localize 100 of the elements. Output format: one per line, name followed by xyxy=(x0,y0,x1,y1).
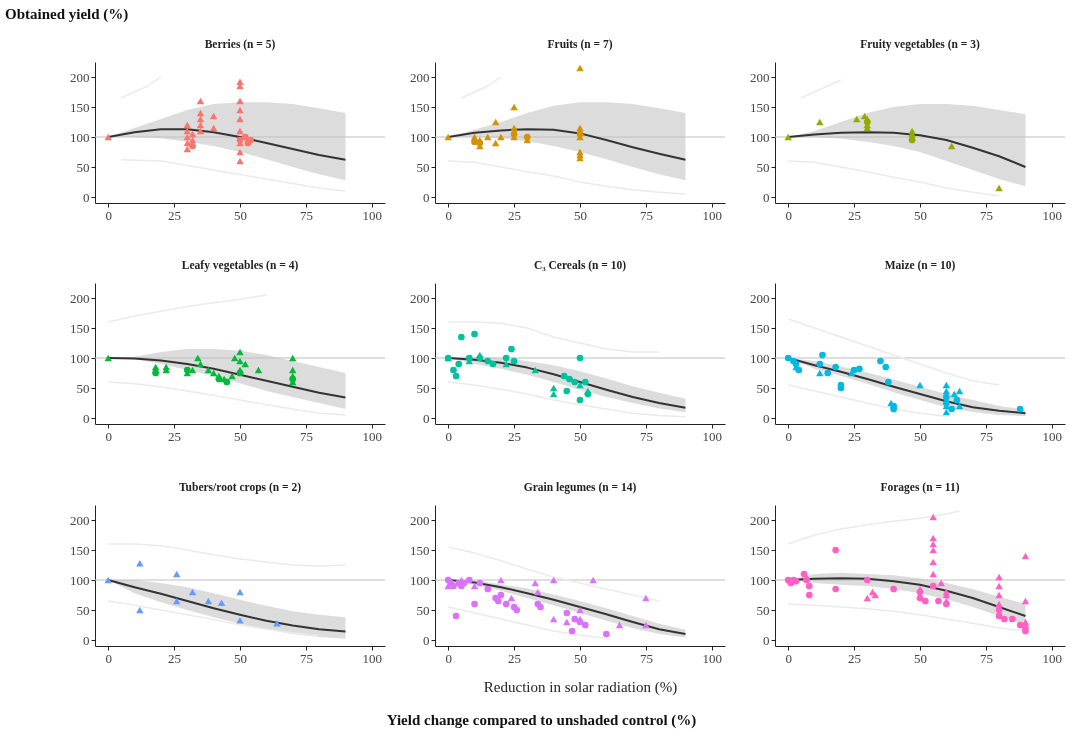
chart-title: Maize (n = 10) xyxy=(884,258,956,272)
y-tick-label: 50 xyxy=(756,602,770,618)
x-axis-title: Reduction in solar radiation (%) xyxy=(483,678,678,696)
y-tick-label: 100 xyxy=(410,129,430,145)
chart-title: Berries (n = 5) xyxy=(204,37,276,51)
y-tick-label: 200 xyxy=(410,69,430,85)
y-tick-label: 150 xyxy=(750,542,770,558)
x-tick-label: 25 xyxy=(508,650,522,666)
y-tick-label: 50 xyxy=(76,159,90,175)
chart-title: Fruits (n = 7) xyxy=(547,37,613,51)
x-tick-label: 75 xyxy=(299,428,313,444)
y-tick-label: 50 xyxy=(76,602,90,618)
y-tick-label: 150 xyxy=(410,542,430,558)
y-tick-label: 200 xyxy=(70,290,90,306)
x-tick-label: 0 xyxy=(105,428,112,444)
y-tick-label: 0 xyxy=(423,632,430,648)
x-tick-label: 25 xyxy=(168,650,182,666)
y-tick-label: 150 xyxy=(750,320,770,336)
y-tick-label: 50 xyxy=(416,159,430,175)
y-tick-label: 100 xyxy=(70,572,90,588)
y-tick-label: 0 xyxy=(763,410,770,426)
x-tick-label: 50 xyxy=(574,650,587,666)
x-tick-label: 100 xyxy=(702,428,723,444)
x-tick-label: 50 xyxy=(234,207,247,223)
y-tick-label: 100 xyxy=(410,350,430,366)
y-tick-label: 150 xyxy=(70,99,90,115)
y-tick-label: 200 xyxy=(410,290,430,306)
x-tick-label: 25 xyxy=(508,207,522,223)
y-tick-label: 200 xyxy=(750,69,770,85)
y-tick-label: 50 xyxy=(756,380,770,396)
y-tick-label: 50 xyxy=(416,602,430,618)
x-tick-label: 25 xyxy=(508,428,522,444)
x-tick-label: 50 xyxy=(234,650,247,666)
x-tick-label: 75 xyxy=(299,207,313,223)
chart-title: Grain legumes (n = 14) xyxy=(523,480,637,494)
x-tick-label: 100 xyxy=(362,207,383,223)
chart-title: C₃ Cereals (n = 10) xyxy=(533,258,627,272)
x-tick-label: 0 xyxy=(445,428,452,444)
y-tick-label: 50 xyxy=(416,380,430,396)
y-tick-label: 0 xyxy=(83,189,90,205)
y-tick-label: 50 xyxy=(76,380,90,396)
y-tick-label: 150 xyxy=(70,542,90,558)
x-tick-label: 75 xyxy=(979,207,993,223)
x-tick-label: 50 xyxy=(234,428,247,444)
x-tick-label: 0 xyxy=(785,207,792,223)
y-tick-label: 200 xyxy=(410,512,430,528)
y-tick-label: 100 xyxy=(750,129,770,145)
x-tick-label: 75 xyxy=(639,207,653,223)
y-tick-label: 150 xyxy=(750,99,770,115)
x-tick-label: 100 xyxy=(702,207,723,223)
x-tick-label: 100 xyxy=(362,650,383,666)
x-tick-label: 75 xyxy=(979,650,993,666)
x-tick-label: 25 xyxy=(848,650,862,666)
y-tick-label: 0 xyxy=(763,632,770,648)
x-tick-label: 75 xyxy=(299,650,313,666)
x-tick-label: 100 xyxy=(702,650,723,666)
y-tick-label: 50 xyxy=(756,159,770,175)
x-tick-label: 100 xyxy=(1042,428,1063,444)
chart-title: Tubers/root crops (n = 2) xyxy=(179,480,302,494)
x-tick-label: 100 xyxy=(362,428,383,444)
y-tick-label: 100 xyxy=(750,572,770,588)
y-axis-title: Obtained yield (%) xyxy=(5,6,129,23)
x-tick-label: 0 xyxy=(445,650,452,666)
y-tick-label: 100 xyxy=(70,350,90,366)
y-tick-label: 100 xyxy=(70,129,90,145)
x-tick-label: 25 xyxy=(848,428,862,444)
y-tick-label: 0 xyxy=(423,189,430,205)
x-tick-label: 100 xyxy=(1042,650,1063,666)
y-tick-label: 0 xyxy=(83,632,90,648)
y-tick-label: 200 xyxy=(70,512,90,528)
y-tick-label: 100 xyxy=(410,572,430,588)
y-tick-label: 0 xyxy=(83,410,90,426)
x-tick-label: 0 xyxy=(105,207,112,223)
x-tick-label: 75 xyxy=(979,428,993,444)
y-tick-label: 150 xyxy=(70,320,90,336)
y-tick-label: 0 xyxy=(763,189,770,205)
chart-title: Forages (n = 11) xyxy=(880,480,960,494)
x-tick-label: 0 xyxy=(105,650,112,666)
x-tick-label: 25 xyxy=(848,207,862,223)
x-tick-label: 75 xyxy=(639,650,653,666)
x-tick-label: 100 xyxy=(1042,207,1063,223)
y-tick-label: 100 xyxy=(750,350,770,366)
x-tick-label: 0 xyxy=(785,428,792,444)
x-tick-label: 50 xyxy=(574,207,587,223)
x-tick-label: 50 xyxy=(914,650,927,666)
y-tick-label: 200 xyxy=(70,69,90,85)
y-tick-label: 0 xyxy=(423,410,430,426)
x-tick-label: 75 xyxy=(639,428,653,444)
text: Yield change compared to unshaded control (%) xyxy=(385,712,698,729)
y-tick-label: 200 xyxy=(750,290,770,306)
x-tick-label: 25 xyxy=(168,428,182,444)
chart-title: Fruity vegetables (n = 3) xyxy=(860,37,980,51)
x-tick-label: 0 xyxy=(785,650,792,666)
y-tick-label: 200 xyxy=(750,512,770,528)
chart-title: Leafy vegetables (n = 4) xyxy=(181,258,299,272)
x-tick-label: 0 xyxy=(445,207,452,223)
x-tick-label: 50 xyxy=(574,428,587,444)
y-tick-label: 150 xyxy=(410,99,430,115)
x-tick-label: 50 xyxy=(914,207,927,223)
x-tick-label: 25 xyxy=(168,207,182,223)
